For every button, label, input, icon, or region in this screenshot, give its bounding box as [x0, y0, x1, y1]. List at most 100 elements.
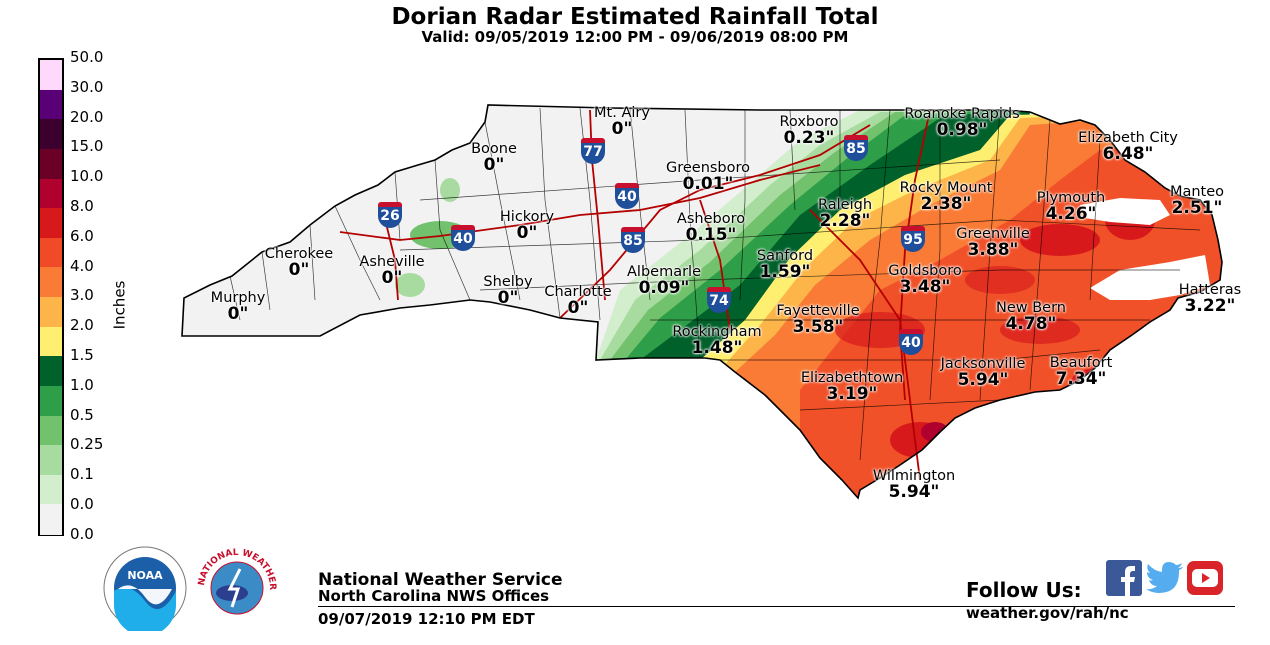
rainfall-value: 2.28"	[819, 211, 871, 232]
city-label: Goldsboro 3.48"	[888, 263, 962, 297]
interstate-shield-icon: 95	[901, 226, 925, 252]
city-label: Rockingham 1.48"	[672, 324, 762, 359]
city-name: Manteo	[1169, 184, 1225, 200]
city-name: Greenville	[956, 226, 1030, 242]
rainfall-value: 1.48"	[691, 338, 743, 359]
legend-label: 1.0	[70, 375, 94, 394]
legend-label: 15.0	[70, 137, 104, 156]
city-name: Rocky Mount	[899, 180, 993, 196]
city-name: Raleigh	[817, 197, 873, 213]
footer-divider	[318, 606, 1235, 607]
city-name: Hatteras	[1178, 282, 1242, 298]
rainfall-value: 0.15"	[685, 225, 737, 246]
city-label: Sanford 1.59"	[756, 248, 814, 283]
legend-swatch	[40, 119, 62, 150]
city-label: Cherokee 0"	[265, 246, 333, 280]
interstate-shield-icon: 74	[707, 287, 731, 313]
shield-number: 40	[899, 334, 923, 355]
city-label: Manteo 2.51"	[1169, 184, 1225, 219]
city-label: Roxboro 0.23"	[779, 114, 839, 149]
shield-top	[581, 138, 605, 143]
legend-label: 0.1	[70, 465, 94, 484]
city-label: Asheville 0"	[359, 254, 424, 288]
city-label: New Bern 4.78"	[995, 300, 1067, 335]
legend-label: 2.0	[70, 316, 94, 335]
legend-label: 6.0	[70, 226, 94, 245]
city-name: Greensboro	[665, 160, 751, 176]
city-label: Raleigh 2.28"	[817, 197, 873, 232]
legend-label: 4.0	[70, 256, 94, 275]
legend-swatch	[40, 504, 62, 535]
rainfall-value: 5.94"	[957, 370, 1009, 391]
color-legend	[38, 58, 64, 536]
shield-top	[707, 287, 731, 292]
legend-label: 50.0	[70, 48, 104, 66]
city-name: Wilmington	[872, 468, 956, 484]
city-label: Plymouth 4.26"	[1037, 190, 1105, 224]
legend-label: 8.0	[70, 197, 94, 215]
valid-period: Valid: 09/05/2019 12:00 PM - 09/06/2019 …	[421, 28, 849, 46]
legend-label: 0.25	[70, 435, 104, 454]
city-name: New Bern	[995, 300, 1067, 316]
youtube-icon[interactable]	[1186, 560, 1224, 596]
city-label: Mt. Airy 0"	[594, 105, 650, 140]
rainfall-value: 0"	[227, 304, 249, 325]
city-name: Mt. Airy	[594, 105, 650, 121]
city-label: Greensboro 0.01"	[665, 160, 751, 195]
rainfall-value: 4.78"	[1005, 314, 1057, 335]
legend-swatch	[40, 415, 62, 446]
rainfall-value: 7.34"	[1055, 369, 1107, 390]
legend-swatch	[40, 297, 62, 328]
shield-number: 40	[615, 188, 639, 209]
city-name: Shelby	[483, 274, 533, 290]
city-name: Goldsboro	[888, 263, 962, 279]
city-label: Elizabeth City 6.48"	[1078, 130, 1178, 164]
rainfall-value: 3.19"	[826, 384, 878, 405]
city-label: Jacksonville 5.94"	[940, 356, 1026, 391]
rainfall-value: 0"	[611, 119, 633, 140]
city-name: Roanoke Rapids	[904, 106, 1020, 122]
city-name: Elizabeth City	[1078, 130, 1178, 146]
legend-swatch	[40, 326, 62, 357]
city-name: Elizabethtown	[800, 370, 904, 386]
rainfall-value: 2.51"	[1171, 198, 1223, 219]
interstate-shield-icon: 85	[844, 135, 868, 161]
issue-date: 09/07/2019 12:10 PM EDT	[318, 610, 535, 628]
city-name: Fayetteville	[776, 303, 860, 319]
rainfall-value: 0"	[497, 288, 519, 309]
rainfall-value: 0.23"	[783, 128, 835, 149]
map-title: Dorian Radar Estimated Rainfall Total	[391, 4, 879, 30]
shield-top	[451, 225, 475, 230]
legend-label: 0.0	[70, 495, 94, 513]
shield-top	[378, 202, 402, 207]
rainfall-value: 0.01"	[682, 174, 734, 195]
city-name: Jacksonville	[940, 356, 1026, 372]
city-label: Greenville 3.88"	[956, 226, 1030, 260]
office-name: North Carolina NWS Offices	[318, 587, 550, 605]
shield-number: 26	[378, 207, 402, 228]
city-label: Charlotte 0"	[544, 284, 611, 318]
legend-swatch	[40, 148, 62, 179]
shield-number: 77	[581, 143, 605, 164]
twitter-icon[interactable]	[1145, 560, 1185, 596]
city-name: Sanford	[756, 248, 814, 264]
website-link[interactable]: weather.gov/rah/nc	[966, 604, 1129, 622]
interstate-shield-icon: 40	[451, 225, 475, 251]
rainfall-value: 1.59"	[759, 262, 811, 283]
rainfall-value: 0"	[483, 155, 505, 176]
city-label: Shelby 0"	[483, 274, 533, 309]
city-label: Albemarle 0.09"	[627, 264, 701, 298]
facebook-icon[interactable]	[1106, 560, 1142, 596]
city-label: Hatteras 3.22"	[1178, 282, 1242, 316]
interstate-shield-icon: 85	[621, 227, 645, 253]
city-label: Elizabethtown 3.19"	[800, 370, 904, 405]
legend-swatch	[40, 208, 62, 239]
legend-label: 3.0	[70, 286, 94, 305]
shield-top	[901, 226, 925, 231]
legend-swatch	[40, 356, 62, 387]
org-name: National Weather Service	[318, 570, 563, 590]
legend-label: 0.0	[70, 524, 94, 543]
city-name: Hickory	[499, 209, 555, 225]
city-name: Roxboro	[779, 114, 839, 130]
city-name: Rockingham	[672, 324, 762, 340]
